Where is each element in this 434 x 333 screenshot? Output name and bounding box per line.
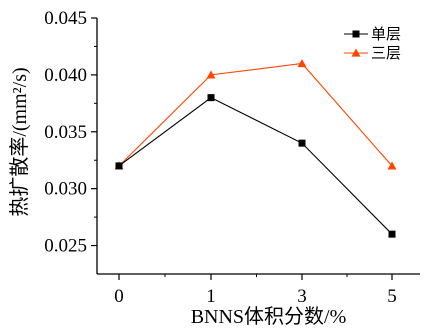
series-line <box>118 62 393 167</box>
legend-entry: 单层 <box>344 26 401 43</box>
x-axis-title: BNNS体积分数/% <box>191 305 347 328</box>
y-tick-label: 0.030 <box>44 179 87 200</box>
series-line <box>118 97 393 235</box>
legend-label: 三层 <box>371 46 401 62</box>
x-tick-label: 5 <box>387 286 397 307</box>
series-layer <box>114 59 397 238</box>
y-tick-label: 0.035 <box>44 122 87 143</box>
legend-label: 单层 <box>371 26 401 43</box>
data-point <box>297 59 307 68</box>
data-point <box>387 161 397 170</box>
x-tick-label: 0 <box>114 286 124 307</box>
axes <box>96 18 420 275</box>
legend-marker <box>352 30 360 38</box>
ticks: 0.025 0.030 0.035 0.040 0.045 0 1 3 5 <box>44 8 397 307</box>
data-point <box>298 139 306 147</box>
data-point <box>206 70 216 79</box>
data-point <box>207 94 215 102</box>
series-triangle <box>114 59 397 170</box>
legend-marker <box>351 48 361 57</box>
y-axis-title: 热扩散率/(mm²/s) <box>8 67 31 216</box>
series-square <box>115 94 396 238</box>
y-tick-label: 0.025 <box>44 236 87 257</box>
y-tick-label: 0.045 <box>44 8 87 29</box>
data-point <box>115 162 123 170</box>
x-tick-label: 1 <box>206 286 216 307</box>
data-point <box>388 230 396 238</box>
x-tick-label: 3 <box>297 286 307 307</box>
y-tick-label: 0.040 <box>44 65 87 86</box>
legend-entry: 三层 <box>344 46 401 62</box>
